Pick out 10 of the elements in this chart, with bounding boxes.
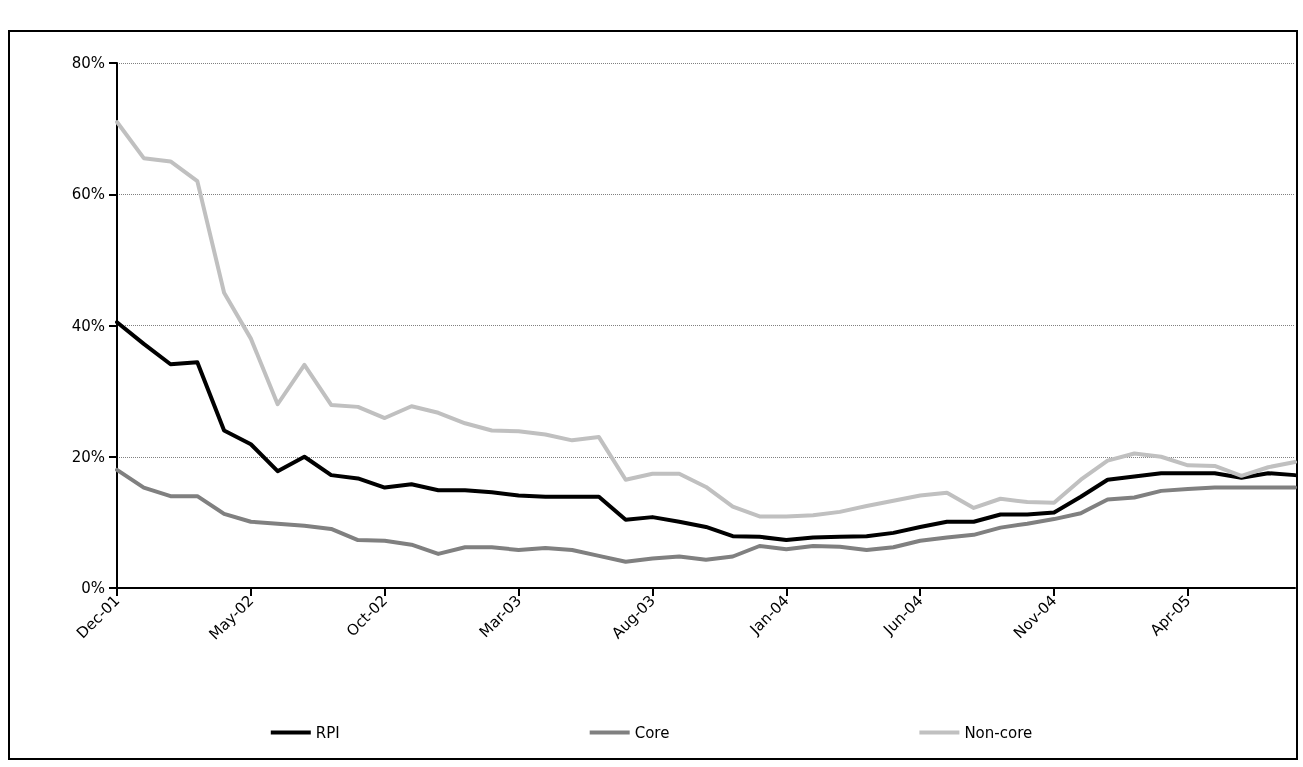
y-tick-label: 60% xyxy=(71,185,105,204)
y-tick-label: 40% xyxy=(71,316,105,335)
y-tick-label: 0% xyxy=(81,579,105,597)
line-series xyxy=(115,467,1297,564)
y-tick-label: 80% xyxy=(71,54,105,72)
legend-label: Non-core xyxy=(964,723,1033,742)
y-tick-label: 20% xyxy=(71,447,105,466)
legend-label: RPI xyxy=(315,723,340,742)
legend-label: Core xyxy=(634,723,670,742)
line-series xyxy=(115,120,1297,519)
